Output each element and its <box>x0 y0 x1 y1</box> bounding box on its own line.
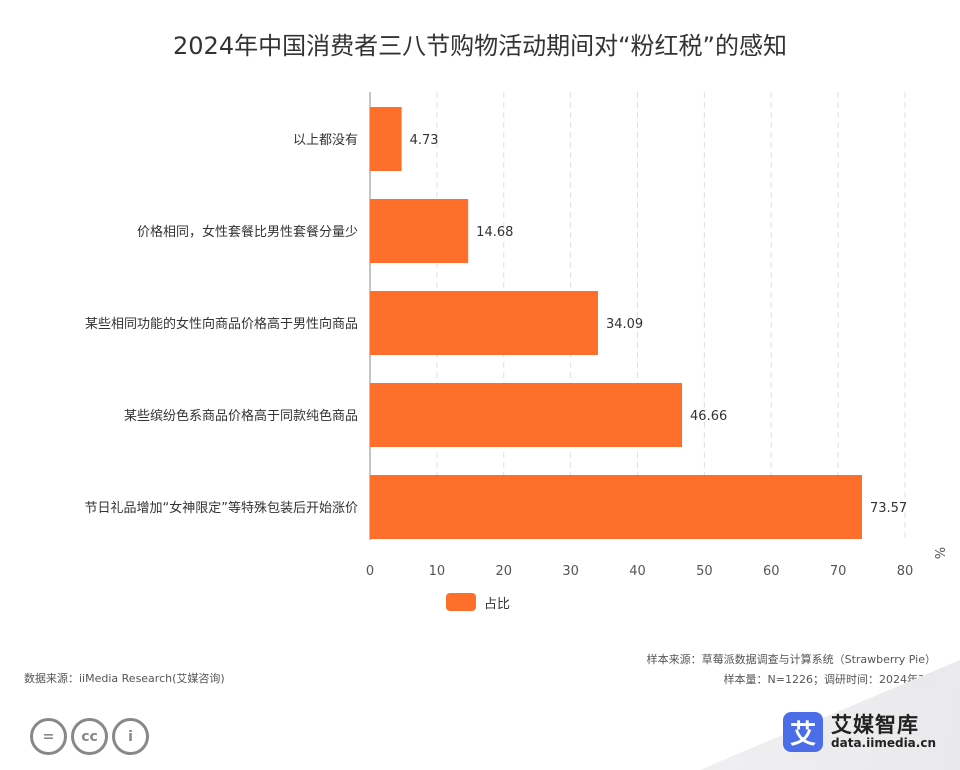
x-axis-unit: % <box>931 547 946 559</box>
x-tick-label: 80 <box>897 564 914 579</box>
x-tick-label: 50 <box>696 564 713 579</box>
category-label: 节日礼品增加“女神限定”等特殊包装后开始涨价 <box>85 500 358 516</box>
person-icon: i <box>112 718 149 755</box>
bar[interactable] <box>370 199 469 263</box>
bar[interactable] <box>370 475 862 539</box>
chart-title: 2024年中国消费者三八节购物活动期间对“粉红税”的感知 <box>173 32 787 60</box>
bar-chart: 以上都没有 4.73 价格相同，女性套餐比男性套餐分量少 14.68 某些相同功能的女性… <box>85 92 946 579</box>
category-label: 价格相同，女性套餐比男性套餐分量少 <box>137 224 358 240</box>
legend-label: 占比 <box>484 596 511 612</box>
bar[interactable] <box>370 107 402 171</box>
data-source: 数据来源：iiMedia Research(艾媒咨询) <box>24 672 225 685</box>
brand-logo-icon: 艾 <box>783 712 824 752</box>
bar[interactable] <box>370 383 683 447</box>
value-label: 34.09 <box>606 317 643 332</box>
category-label: 某些缤纷色系商品价格高于同款纯色商品 <box>124 408 358 424</box>
value-label: 46.66 <box>690 409 727 424</box>
x-tick-label: 40 <box>629 564 646 579</box>
x-tick-label: 10 <box>429 564 446 579</box>
x-tick-label: 30 <box>562 564 579 579</box>
sample-info-block: 样本来源：草莓派数据调查与计算系统（Strawberry Pie） 样本量：N=… <box>647 650 936 690</box>
license-icons: = cc i <box>30 718 149 755</box>
brand[interactable]: 艾 艾媒智库 data.iimedia.cn <box>783 712 936 752</box>
x-tick-label: 0 <box>366 564 374 579</box>
legend-swatch <box>446 593 476 611</box>
cc-icon: cc <box>71 718 108 755</box>
sample-source: 样本来源：草莓派数据调查与计算系统（Strawberry Pie） <box>646 653 936 666</box>
x-tick-label: 70 <box>830 564 847 579</box>
x-tick-label: 20 <box>495 564 512 579</box>
legend[interactable]: 占比 <box>446 592 510 612</box>
bar[interactable] <box>370 291 598 355</box>
value-label: 4.73 <box>410 133 439 148</box>
brand-name: 艾媒智库 <box>831 712 920 737</box>
equals-icon: = <box>30 718 67 755</box>
value-label: 14.68 <box>476 225 513 240</box>
sample-size: 样本量：N=1226；调研时间：2024年3月 <box>723 673 936 686</box>
category-label: 某些相同功能的女性向商品价格高于男性向商品 <box>85 316 358 332</box>
x-tick-label: 60 <box>763 564 780 579</box>
value-label: 73.57 <box>870 501 907 516</box>
brand-url: data.iimedia.cn <box>831 735 936 750</box>
category-label: 以上都没有 <box>293 133 358 148</box>
